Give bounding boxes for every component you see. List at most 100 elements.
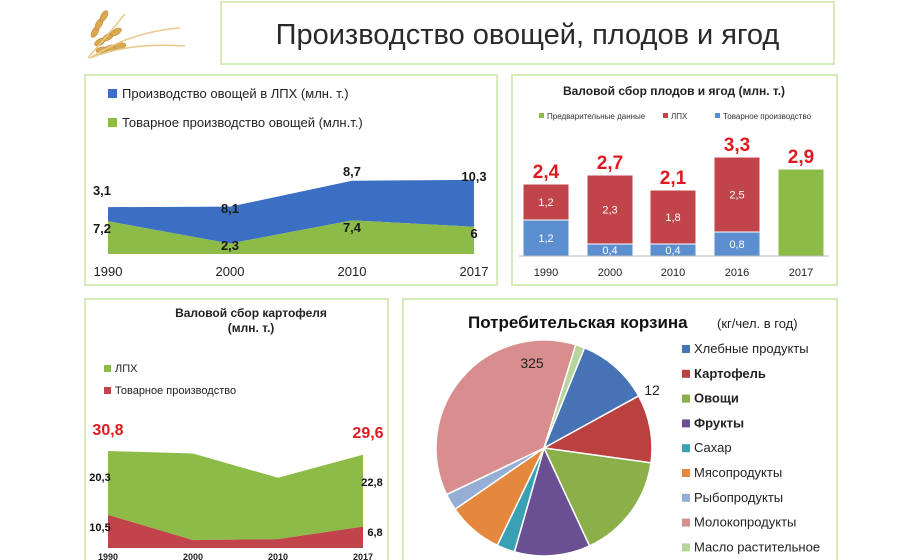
wheat-logo xyxy=(87,10,186,59)
legend-label-commercial: Товарное производство овощей (млн.т.) xyxy=(122,115,363,130)
x-tick-label: 2016 xyxy=(725,267,749,279)
area-potato-lph xyxy=(108,450,363,541)
pie-slice xyxy=(542,447,652,547)
area-potato-commercial xyxy=(108,514,363,548)
data-label-lph: 22,8 xyxy=(361,477,382,489)
pie-slice xyxy=(435,339,577,496)
fruits-bar-chart: Валовой сбор плодов и ягод (млн. т.) Пред… xyxy=(519,84,829,279)
x-tick-label: 2017 xyxy=(789,267,813,279)
legend-label: Картофель xyxy=(694,366,766,381)
bar-segment xyxy=(649,189,697,245)
x-tick-label: 2000 xyxy=(183,552,203,560)
bar-segment-label: 0,4 xyxy=(665,245,680,257)
pie-slice xyxy=(543,343,586,449)
x-tick-label: 2010 xyxy=(661,267,685,279)
bar-segment xyxy=(713,156,761,233)
vegetables-area-chart: Производство овощей в ЛПХ (млн. т.) Товар… xyxy=(93,86,489,279)
legend-label: Рыбопродукты xyxy=(694,490,783,505)
chart-title: Потребительская корзина xyxy=(468,313,688,332)
data-label-lph: 8,1 xyxy=(221,201,239,216)
legend-swatch xyxy=(682,493,690,502)
total-label: 30,8 xyxy=(92,422,123,439)
consumer-basket-pie: Потребительская корзина(кг/чел. в год)96… xyxy=(435,313,820,557)
x-tick-label: 2000 xyxy=(598,267,622,279)
bar-total-label: 2,9 xyxy=(788,147,814,168)
vegetables-chart-panel: Производство овощей в ЛПХ (млн. т.) Товар… xyxy=(84,74,498,286)
pie-slice-label: 12 xyxy=(644,382,660,398)
legend-swatch xyxy=(663,113,668,118)
legend-swatch-lph xyxy=(108,89,117,98)
legend-swatch xyxy=(682,518,690,527)
x-tick-label: 1990 xyxy=(94,264,123,279)
legend-swatch xyxy=(682,419,690,428)
data-label-lph: 8,7 xyxy=(343,164,361,179)
bar-segment-label: 2,5 xyxy=(729,190,744,202)
chart-title: Валовой сбор плодов и ягод (млн. т.) xyxy=(563,84,785,98)
area-vegetables-commercial xyxy=(108,220,474,254)
x-tick-label: 1990 xyxy=(534,267,558,279)
legend-label: Молокопродукты xyxy=(694,515,796,530)
data-label-lph: 10,3 xyxy=(461,169,486,184)
data-label-lph: 20,3 xyxy=(89,472,110,484)
x-tick-label: 2017 xyxy=(460,264,489,279)
x-tick-label: 2010 xyxy=(268,552,288,560)
data-label-commercial: 6 xyxy=(470,226,477,241)
legend-swatch xyxy=(682,444,690,453)
bar-segment-label: 0,4 xyxy=(602,245,617,257)
pie-slice xyxy=(513,445,591,557)
pie-slice xyxy=(542,346,640,450)
bar-segment-label: 1,2 xyxy=(538,197,553,209)
legend-label: Масло растительное xyxy=(694,539,820,554)
legend-label: Овощи xyxy=(694,391,739,406)
legend-label: Хлебные продукты xyxy=(694,341,809,356)
legend-swatch xyxy=(682,469,690,477)
legend-swatch xyxy=(682,345,690,353)
bar-segment xyxy=(522,183,570,221)
legend-swatch-commercial xyxy=(108,118,117,127)
x-tick-label: 2010 xyxy=(338,264,367,279)
page-title: Производство овощей, плодов и ягод xyxy=(275,19,780,51)
data-label-commercial: 10,5 xyxy=(89,522,110,534)
data-label-commercial: 7,2 xyxy=(93,221,111,236)
fruits-chart-panel: Валовой сбор плодов и ягод (млн. т.) Пред… xyxy=(511,74,838,286)
pie-slice-label: 325 xyxy=(520,355,544,371)
legend-label: ЛПХ xyxy=(671,112,688,121)
bar-segment-label: 1,2 xyxy=(538,233,553,245)
consumer-basket-panel: Потребительская корзина(кг/чел. в год)96… xyxy=(402,298,838,560)
legend-label: Товарное производство xyxy=(723,112,812,121)
chart-title: Валовой сбор картофеля xyxy=(175,306,327,320)
bar-segment xyxy=(777,168,825,257)
legend-swatch-lph xyxy=(104,365,111,372)
legend-swatch-commercial xyxy=(104,387,111,394)
chart-subtitle: (кг/чел. в год) xyxy=(717,316,798,331)
x-tick-label: 2017 xyxy=(353,552,373,560)
chart-title: (млн. т.) xyxy=(228,321,275,335)
legend-swatch xyxy=(715,113,720,118)
bar-segment xyxy=(713,231,761,257)
legend-swatch xyxy=(682,543,690,552)
legend-label: Фрукты xyxy=(694,415,744,430)
legend-swatch xyxy=(682,369,690,378)
x-tick-label: 1990 xyxy=(98,552,118,560)
legend-label: Мясопродукты xyxy=(694,465,782,480)
legend-label: Предварительные данные xyxy=(547,112,646,121)
bar-segment xyxy=(586,174,634,245)
legend-label: Сахар xyxy=(694,440,732,455)
x-tick-label: 2000 xyxy=(216,264,245,279)
bar-total-label: 2,1 xyxy=(660,168,687,189)
potato-chart-panel: Валовой сбор картофеля (млн. т.) ЛПХ Товарн… xyxy=(84,298,389,560)
potato-area-chart: Валовой сбор картофеля(млн. т.) ЛПХ Товарн… xyxy=(89,306,383,560)
area-vegetables-lph xyxy=(108,179,474,244)
bar-total-label: 2,4 xyxy=(533,162,560,183)
data-label-commercial: 7,4 xyxy=(343,220,362,235)
bar-segment-label: 1,8 xyxy=(665,212,680,224)
total-label: 29,6 xyxy=(352,425,383,442)
data-label-commercial: 6,8 xyxy=(367,527,382,539)
bar-segment-label: 2,3 xyxy=(602,205,617,217)
data-label-lph: 3,1 xyxy=(93,183,111,198)
legend-label-lph: Производство овощей в ЛПХ (млн. т.) xyxy=(122,86,349,101)
bar-segment-label: 0,8 xyxy=(729,239,744,251)
bar-total-label: 2,7 xyxy=(597,153,623,174)
legend-label-commercial: Товарное производство xyxy=(115,385,236,397)
legend-swatch xyxy=(682,394,690,403)
